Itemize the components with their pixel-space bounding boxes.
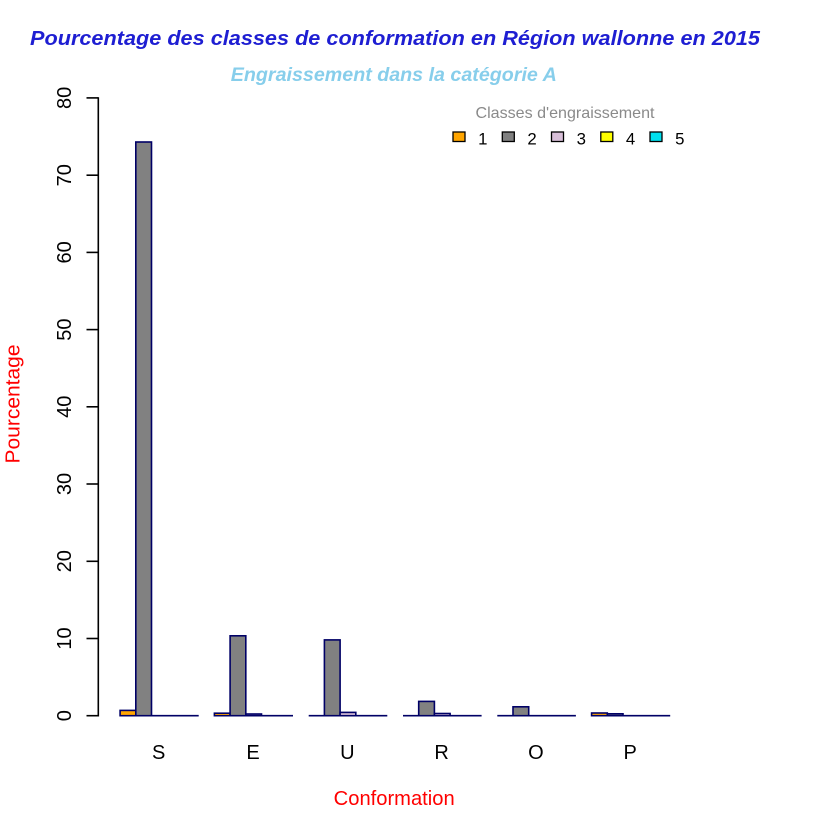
svg-text:Engraissement dans la catégori: Engraissement dans la catégorie A — [231, 65, 557, 86]
svg-text:E: E — [246, 742, 259, 764]
svg-text:O: O — [528, 742, 544, 764]
svg-text:0: 0 — [54, 710, 76, 721]
svg-text:P: P — [624, 742, 637, 764]
svg-text:70: 70 — [54, 164, 76, 186]
svg-text:30: 30 — [54, 473, 76, 495]
svg-text:S: S — [152, 742, 165, 764]
svg-text:2: 2 — [527, 130, 536, 149]
svg-text:60: 60 — [54, 241, 76, 263]
svg-text:Classes d'engraissement: Classes d'engraissement — [476, 105, 656, 122]
svg-text:20: 20 — [54, 550, 76, 572]
svg-text:40: 40 — [54, 396, 76, 418]
svg-text:1: 1 — [478, 130, 487, 149]
svg-text:10: 10 — [54, 627, 76, 649]
svg-text:5: 5 — [675, 130, 684, 149]
svg-text:3: 3 — [577, 130, 586, 149]
svg-text:Pourcentage: Pourcentage — [3, 345, 25, 464]
svg-text:U: U — [340, 742, 354, 764]
svg-text:Pourcentage des classes de con: Pourcentage des classes de conformation … — [30, 28, 761, 50]
svg-text:80: 80 — [54, 87, 76, 109]
svg-text:Conformation: Conformation — [334, 788, 455, 810]
svg-text:4: 4 — [626, 130, 635, 149]
svg-text:R: R — [434, 742, 448, 764]
svg-text:50: 50 — [54, 318, 76, 340]
